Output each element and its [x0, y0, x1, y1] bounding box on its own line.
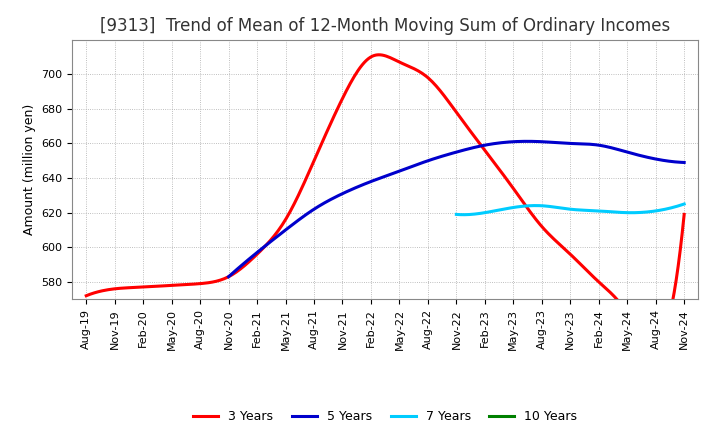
Legend: 3 Years, 5 Years, 7 Years, 10 Years: 3 Years, 5 Years, 7 Years, 10 Years	[188, 405, 582, 428]
Y-axis label: Amount (million yen): Amount (million yen)	[22, 104, 35, 235]
Title: [9313]  Trend of Mean of 12-Month Moving Sum of Ordinary Incomes: [9313] Trend of Mean of 12-Month Moving …	[100, 17, 670, 35]
